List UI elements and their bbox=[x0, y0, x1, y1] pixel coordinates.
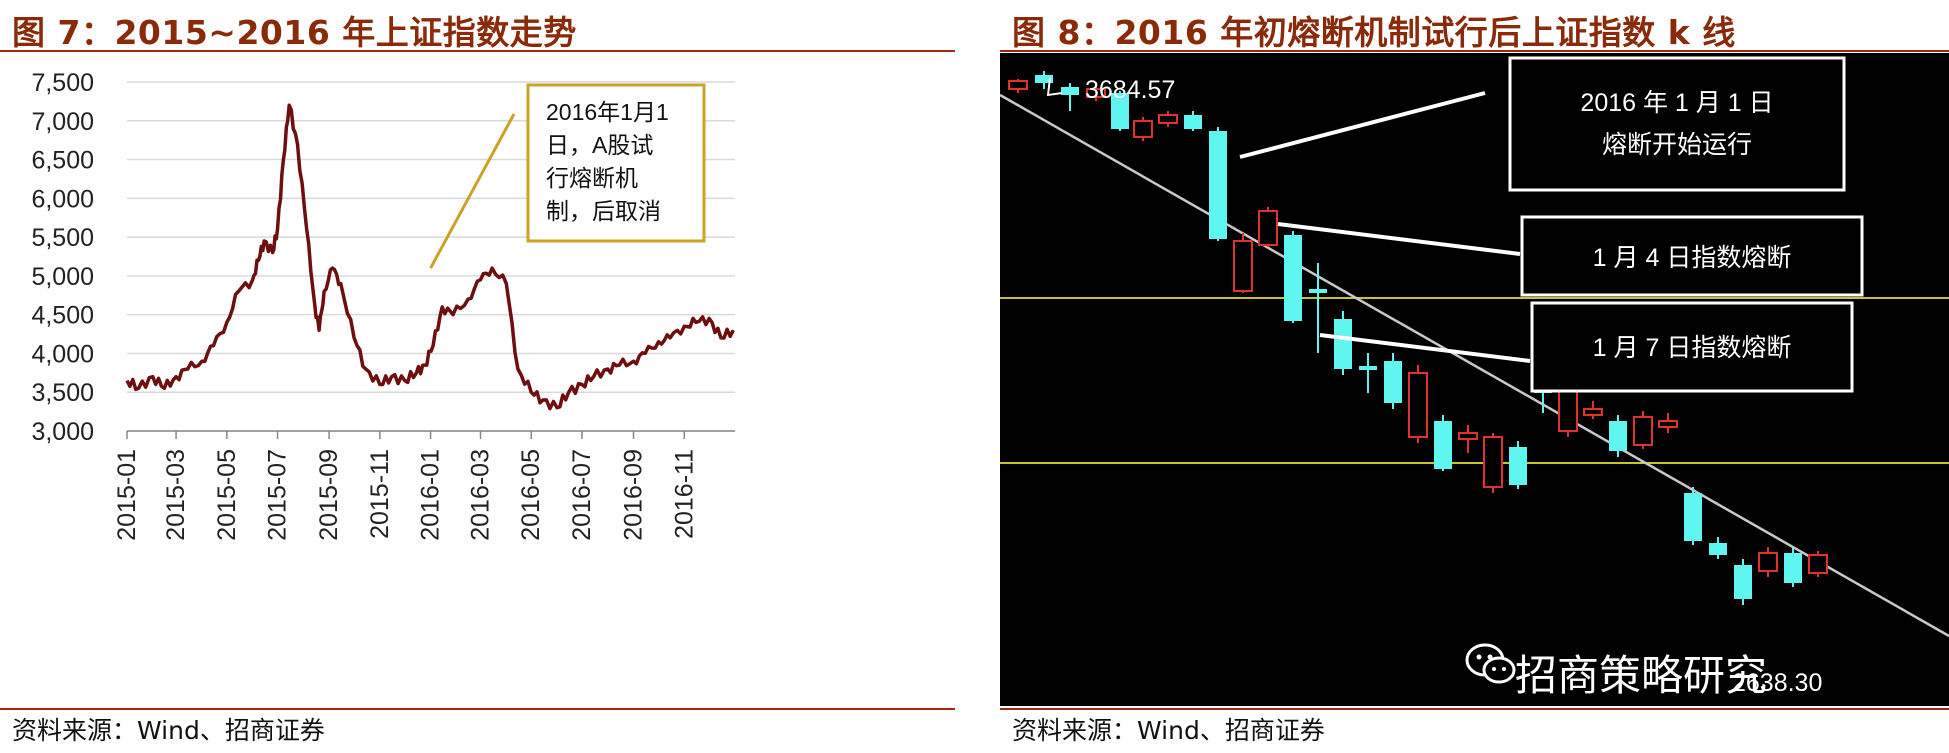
wechat-icon bbox=[1465, 643, 1516, 684]
left-figure-title: 图 7：2015~2016 年上证指数走势 bbox=[12, 13, 577, 52]
annotation-leader-line bbox=[429, 113, 516, 269]
right-source: 资料来源：Wind、招商证券 bbox=[1012, 716, 1325, 745]
candle bbox=[1309, 263, 1327, 353]
candle bbox=[1808, 551, 1828, 577]
candle bbox=[1158, 111, 1178, 127]
right-figure-title: 图 8：2016 年初熔断机制试行后上证指数 k 线 bbox=[1012, 13, 1736, 52]
candle bbox=[1008, 79, 1028, 93]
callout-leader-3 bbox=[1319, 333, 1531, 363]
candle bbox=[1209, 127, 1227, 241]
y-tick-label: 3,000 bbox=[31, 418, 94, 446]
candle bbox=[1684, 487, 1702, 545]
annotation-box bbox=[526, 83, 706, 243]
y-tick-label: 6,500 bbox=[31, 147, 94, 175]
y-tick-label: 4,000 bbox=[31, 340, 94, 368]
candles bbox=[1008, 71, 1828, 605]
candle bbox=[1633, 411, 1653, 449]
left-line-chart: 3,000 3,500 4,000 4,500 5,000 5,500 6,000 6,500… bbox=[31, 69, 735, 541]
x-tick-label: 2015-11 bbox=[366, 449, 394, 539]
candle bbox=[1133, 117, 1153, 141]
candle bbox=[1709, 537, 1727, 559]
callout-leader-2 bbox=[1277, 222, 1521, 256]
candle bbox=[1658, 413, 1678, 433]
y-tick-label: 5,500 bbox=[31, 224, 94, 252]
candle bbox=[1061, 83, 1079, 111]
callout-2-line-1: 1 月 4 日指数熔断 bbox=[1593, 244, 1792, 272]
left-source: 资料来源：Wind、招商证券 bbox=[12, 716, 325, 745]
left-panel: 图 7：2015~2016 年上证指数走势 3,000 3,500 4,000 4,5… bbox=[0, 0, 955, 753]
candle bbox=[1583, 401, 1603, 419]
left-title-rule bbox=[0, 50, 955, 52]
candle bbox=[1408, 365, 1428, 443]
candle bbox=[1758, 547, 1778, 577]
candle bbox=[1284, 231, 1302, 323]
right-kline-chart: 3684.57 2638.30 2016 年 1 月 1 日 熔断开始运行 1 … bbox=[1000, 53, 1949, 706]
low-label: 2638.30 bbox=[1732, 669, 1822, 697]
high-marker bbox=[1046, 77, 1063, 97]
right-panel: 图 8：2016 年初熔断机制试行后上证指数 k 线 3684.57 2638.… bbox=[1000, 0, 1949, 753]
y-tick-label: 7,000 bbox=[31, 108, 94, 136]
candle bbox=[1258, 207, 1278, 247]
candle bbox=[1035, 71, 1053, 89]
candle bbox=[1509, 441, 1527, 489]
callout-box-2 bbox=[1520, 215, 1864, 297]
y-tick-label: 5,000 bbox=[31, 263, 94, 291]
callout-box-3 bbox=[1530, 301, 1854, 393]
candle bbox=[1434, 415, 1452, 471]
x-tick-label: 2015-05 bbox=[213, 449, 241, 541]
x-tick-label: 2015-09 bbox=[315, 449, 343, 541]
x-tick-label: 2016-07 bbox=[568, 449, 596, 541]
candle bbox=[1359, 353, 1377, 393]
y-tick-label: 3,500 bbox=[31, 379, 94, 407]
candle bbox=[1734, 559, 1752, 605]
right-title-rule bbox=[1000, 50, 1949, 52]
callout-box-1 bbox=[1508, 56, 1846, 192]
high-label: 3684.57 bbox=[1085, 76, 1175, 104]
watermark-text: 招商策略研究 bbox=[1515, 651, 1768, 700]
candle bbox=[1086, 85, 1106, 101]
annotation-line: 日，A股试 bbox=[546, 132, 653, 158]
y-tick-label: 7,500 bbox=[31, 69, 94, 97]
candle bbox=[1609, 415, 1627, 457]
index-line bbox=[125, 103, 735, 411]
callout-leader-1 bbox=[1239, 91, 1486, 159]
x-tick-label: 2016-03 bbox=[466, 449, 494, 541]
callout-3-line-1: 1 月 7 日指数熔断 bbox=[1593, 334, 1792, 362]
y-tick-label: 4,500 bbox=[31, 302, 94, 330]
x-tick-label: 2016-05 bbox=[517, 449, 545, 541]
trend-line bbox=[1000, 93, 1949, 638]
candle bbox=[1384, 353, 1402, 409]
annotation-line: 制，后取消 bbox=[546, 198, 661, 224]
candle bbox=[1334, 311, 1352, 375]
x-tick-label: 2016-09 bbox=[620, 449, 648, 541]
annotation-line: 2016年1月1 bbox=[546, 99, 669, 125]
candle bbox=[1458, 425, 1478, 453]
y-tick-label: 6,000 bbox=[31, 185, 94, 213]
candle bbox=[1233, 233, 1253, 293]
callout-1-line-2: 熔断开始运行 bbox=[1602, 131, 1752, 159]
x-tick-label: 2016-01 bbox=[417, 449, 445, 541]
annotation-line: 行熔断机 bbox=[546, 165, 638, 191]
candle bbox=[1483, 433, 1503, 493]
x-tick-label: 2015-03 bbox=[162, 449, 190, 541]
x-tick-label: 2015-07 bbox=[264, 449, 292, 541]
left-source-rule bbox=[0, 708, 955, 710]
candle bbox=[1784, 547, 1802, 587]
x-tick-label: 2016-11 bbox=[670, 449, 698, 539]
x-tick-label: 2015-01 bbox=[113, 449, 141, 541]
candle bbox=[1111, 91, 1129, 131]
callout-1-line-1: 2016 年 1 月 1 日 bbox=[1580, 89, 1773, 117]
right-source-rule bbox=[1000, 708, 1949, 710]
candle bbox=[1184, 111, 1202, 131]
